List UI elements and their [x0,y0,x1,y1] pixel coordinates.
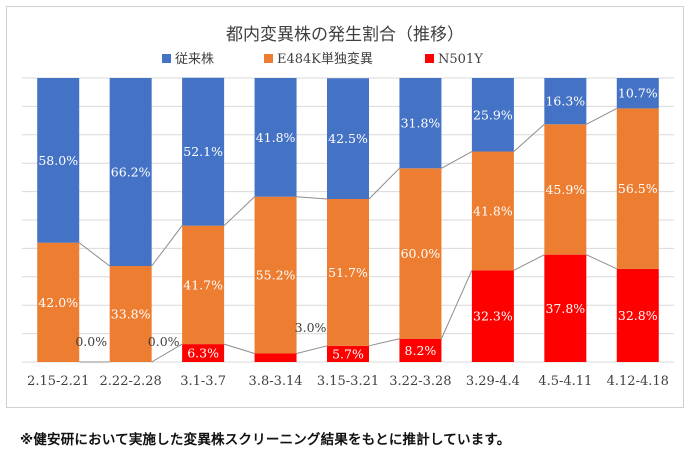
chart-title: 都内変異株の発生割合（推移） [226,25,464,45]
series-line [440,270,473,339]
bar-segment [616,78,659,109]
bar-segment [254,78,297,197]
data-label: 10.7% [618,86,658,101]
x-tick-label: 3.8-3.14 [249,374,303,389]
bar-segment [471,270,514,362]
data-label: 3.0% [295,320,327,335]
data-label: 41.7% [183,277,223,292]
data-label: 41.8% [473,203,513,218]
bar-segment [327,198,369,346]
legend-label: N501Y [438,52,483,67]
legend-swatch [264,54,273,63]
data-label: 41.8% [256,130,296,145]
bar-segment [37,78,80,243]
legend-swatch [162,54,171,63]
bar-segment [109,266,152,362]
data-label: 0.0% [75,334,107,349]
bar-segment [327,78,369,199]
data-label: 6.3% [187,346,219,361]
series-line [368,338,400,347]
legend-label: 従来株 [175,52,214,67]
series-line [368,167,400,200]
data-label: 31.8% [401,116,441,131]
bar-segment [327,345,369,362]
data-label: 45.9% [545,182,585,197]
data-label: 42.5% [328,131,368,146]
data-label: 42.0% [38,295,78,310]
x-tick-label: 3.15-3.21 [317,374,379,389]
series-line [223,343,255,354]
bar-segment [254,196,297,354]
data-label: 58.0% [38,153,78,168]
bar-segment [182,344,225,362]
data-label: 33.8% [111,307,151,322]
data-label: 8.2% [405,343,437,358]
bar-segment [254,353,297,362]
legend-swatch [425,54,434,63]
series-line [151,343,183,363]
data-label: 32.3% [473,309,513,324]
data-label: 16.3% [545,94,585,109]
bar-segment [37,242,80,362]
bar-segment [471,78,514,152]
x-tick-label: 2.22-2.28 [100,374,162,389]
data-label: 60.0% [401,246,441,261]
data-label: 0.0% [148,334,180,349]
bar-segment [182,77,225,226]
x-tick-label: 3.29-4.4 [466,374,520,389]
data-label: 56.5% [618,181,658,196]
series-line [586,107,618,125]
x-tick-label: 4.5-4.11 [538,374,592,389]
data-label: 55.2% [256,268,296,283]
bar-segment [471,151,514,271]
data-label: 25.9% [473,107,513,122]
bar-segment [399,338,442,362]
x-tick-label: 3.22-3.28 [389,374,451,389]
x-tick-label: 2.15-2.21 [27,374,89,389]
bar-segment [109,78,152,267]
bar-segment [544,254,587,362]
x-tick-label: 3.1-3.7 [180,374,226,389]
series-line [78,242,110,267]
bar-segment [399,78,442,169]
data-label: 51.7% [328,265,368,280]
legend-label: E484K単独変異 [277,51,373,67]
bar-segment [616,108,659,269]
x-tick-label: 4.12-4.18 [607,374,669,389]
series-line [296,196,328,200]
data-label: 37.8% [545,301,585,316]
bar-segment [544,78,587,125]
series-line [513,254,545,271]
data-label: 52.1% [183,144,223,159]
series-line [441,151,473,169]
bar-segment [544,124,587,255]
data-label: 5.7% [332,346,364,361]
series-line [296,345,328,354]
series-line [513,123,545,152]
bar-segment [182,225,225,345]
bar-segment [616,268,659,362]
series-line [223,196,255,227]
footnote: ※健安研において実施した変異株スクリーニング結果をもとに推計しています。 [20,432,511,448]
series-line [151,225,183,267]
series-line [586,254,617,270]
data-label: 32.8% [618,308,658,323]
data-label: 66.2% [111,165,151,180]
bar-segment [399,168,442,339]
